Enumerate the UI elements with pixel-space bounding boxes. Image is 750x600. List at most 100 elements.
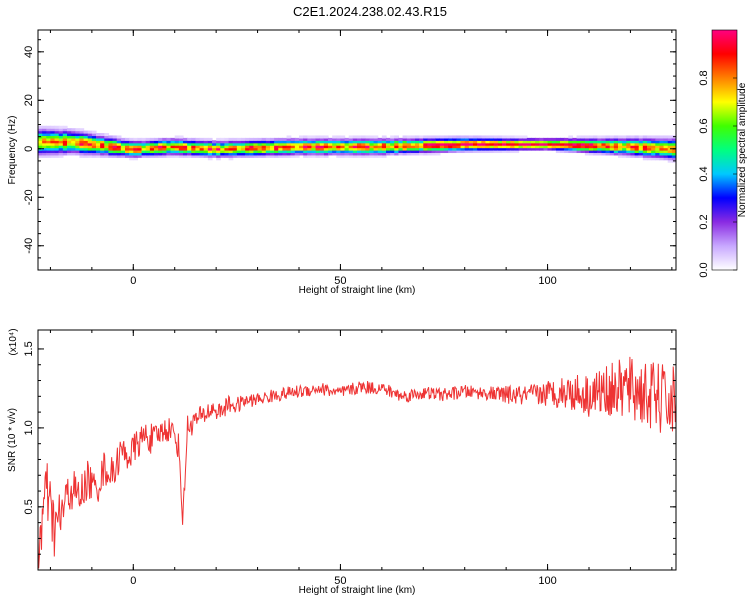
heatmap-cell (261, 142, 267, 146)
heatmap-cell (265, 137, 271, 141)
heatmap-cell (651, 145, 656, 149)
heatmap-cell (402, 152, 408, 156)
heatmap-cell (340, 154, 346, 158)
heatmap-cell (473, 145, 478, 149)
heatmap-cell (597, 137, 603, 141)
heatmap-cell (348, 152, 354, 156)
heatmap-cell (398, 147, 404, 151)
heatmap-cell (642, 142, 648, 146)
heatmap-cell (145, 154, 151, 158)
heatmap-cell (162, 137, 168, 141)
heatmap-cell (638, 137, 644, 141)
heatmap-cell (626, 145, 632, 149)
heatmap-cell (79, 147, 85, 151)
heatmap-cell (456, 147, 462, 151)
heatmap-cell (236, 140, 242, 144)
heatmap-cell (207, 150, 213, 154)
heatmap-cell (46, 142, 52, 146)
heatmap-cell (551, 137, 557, 141)
heatmap-cell (522, 145, 528, 149)
heatmap-cell (526, 137, 532, 141)
heatmap-cell (199, 137, 205, 141)
heatmap-cell (170, 150, 176, 154)
heatmap-cell (311, 147, 317, 151)
figure-title: C2E1.2024.238.02.43.R15 (293, 4, 447, 19)
heatmap-cell (564, 150, 569, 154)
heatmap-cell (62, 152, 68, 156)
heatmap-cell (207, 154, 213, 158)
heatmap-cell (460, 140, 466, 144)
heatmap-cell (183, 152, 188, 156)
heatmap-cell (618, 150, 623, 154)
heatmap-cell (468, 135, 474, 139)
heatmap-cell (87, 154, 93, 158)
heatmap-cell (75, 147, 81, 151)
heatmap-cell (555, 142, 561, 146)
heatmap-cell (647, 152, 652, 156)
heatmap-cell (481, 135, 487, 139)
heatmap-cell (601, 142, 607, 146)
heatmap-cell (547, 147, 553, 151)
heatmap-cell (402, 150, 408, 154)
heatmap-cell (228, 140, 234, 144)
heatmap-cell (651, 142, 656, 146)
heatmap-cell (477, 147, 482, 151)
heatmap-cell (365, 140, 371, 144)
heatmap-cell (431, 145, 437, 149)
heatmap-cell (299, 135, 304, 139)
heatmap-cell (663, 140, 669, 144)
heatmap-cell (402, 137, 408, 141)
heatmap-cell (638, 140, 644, 144)
heatmap-cell (539, 142, 545, 146)
heatmap-cell (71, 135, 76, 139)
heatmap-cell (506, 142, 511, 146)
heatmap-cell (386, 137, 391, 141)
heatmap-cell (564, 145, 569, 149)
heatmap-cell (593, 145, 598, 149)
heatmap-cell (265, 150, 271, 154)
heatmap-cell (663, 157, 669, 161)
heatmap-cell (609, 137, 615, 141)
heatmap-cell (352, 147, 358, 151)
heatmap-cell (394, 135, 400, 139)
heatmap-cell (555, 137, 561, 141)
heatmap-cell (667, 159, 673, 163)
heatmap-cell (67, 152, 72, 156)
heatmap-cell (199, 140, 205, 144)
heatmap-cell (46, 135, 52, 139)
heatmap-cell (187, 152, 192, 156)
heatmap-cell (71, 128, 76, 132)
heatmap-cell (601, 145, 607, 149)
heatmap-cell (381, 152, 387, 156)
heatmap-cell (38, 130, 43, 134)
heatmap-cell (154, 140, 159, 144)
heatmap-cell (228, 147, 234, 151)
heatmap-cell (410, 140, 416, 144)
heatmap-cell (489, 135, 495, 139)
heatmap-cell (311, 137, 317, 141)
heatmap-cell (543, 140, 549, 144)
heatmap-cell (191, 142, 197, 146)
heatmap-cell (187, 142, 192, 146)
heatmap-cell (75, 133, 81, 137)
heatmap-cell (249, 142, 255, 146)
heatmap-cell (493, 137, 499, 141)
heatmap-cell (340, 140, 346, 144)
heatmap-cell (328, 152, 333, 156)
heatmap-cell (531, 145, 536, 149)
heatmap-cell (120, 152, 126, 156)
heatmap-cell (340, 137, 346, 141)
heatmap-cell (647, 142, 652, 146)
heatmap-cell (336, 152, 342, 156)
heatmap-cell (154, 152, 159, 156)
heatmap-cell (183, 137, 188, 141)
heatmap-cell (386, 147, 391, 151)
heatmap-cell (166, 145, 172, 149)
heatmap-cell (547, 142, 553, 146)
heatmap-cell (398, 150, 404, 154)
heatmap-cell (96, 145, 101, 149)
heatmap-cell (191, 154, 197, 158)
heatmap-cell (361, 137, 366, 141)
heatmap-cell (659, 147, 665, 151)
heatmap-cell (634, 140, 640, 144)
